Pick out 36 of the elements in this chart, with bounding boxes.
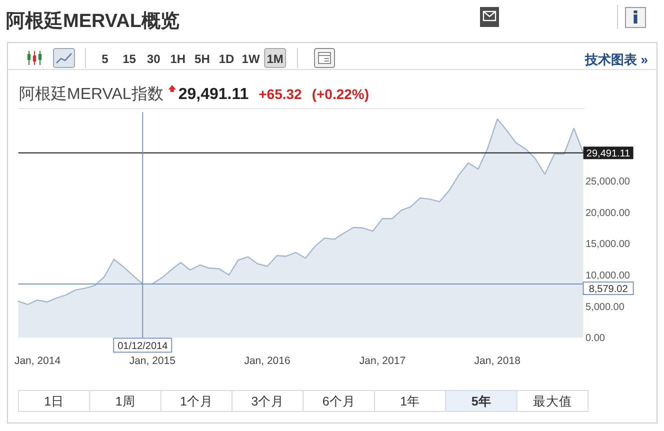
text: 1年: [400, 394, 420, 408]
y-tick-label: 20,000.00: [586, 208, 630, 219]
y-tick-label: 0.00: [586, 333, 606, 344]
text: 1D: [218, 52, 234, 66]
text: 5年: [471, 394, 492, 408]
ref-line-label: 01/12/2014: [118, 341, 168, 352]
text: 1日: [44, 394, 64, 408]
text: 1个月: [180, 394, 213, 408]
text: 29,491.11: [178, 86, 249, 103]
chart-subtitle: 阿根廷MERVAL指数: [19, 85, 164, 103]
y-tick-label: 5,000.00: [586, 302, 625, 313]
text: 3个月: [251, 394, 284, 408]
text: 5H: [194, 52, 210, 66]
text: 1W: [242, 52, 260, 66]
y-tick-label: 25,000.00: [586, 176, 630, 188]
ref-line-label: 8,579.02: [588, 284, 628, 295]
text: +65.32: [258, 86, 302, 102]
text: 6个月: [322, 394, 356, 408]
chart-title: 阿根廷MERVAL概览: [6, 10, 180, 32]
text: 30: [146, 52, 161, 66]
y-tick-label: 15,000.00: [586, 239, 630, 250]
text: 最大值: [533, 394, 572, 408]
text: 技术图表 »: [584, 52, 648, 67]
x-tick-label: Jan, 2014: [14, 355, 61, 367]
text: 5: [102, 52, 109, 66]
x-tick-label: Jan, 2016: [244, 355, 290, 367]
text: 1H: [170, 52, 186, 66]
text: 1周: [115, 394, 136, 408]
text: 1M: [266, 52, 284, 66]
text: (+0.22%): [312, 86, 370, 102]
x-tick-label: Jan, 2015: [129, 355, 176, 367]
text: 15: [122, 52, 136, 66]
y-tick-label: 10,000.00: [586, 270, 630, 282]
x-tick-label: Jan, 2018: [474, 355, 521, 367]
ref-line-label: 29,491.11: [586, 148, 631, 160]
x-tick-label: Jan, 2017: [359, 355, 406, 367]
